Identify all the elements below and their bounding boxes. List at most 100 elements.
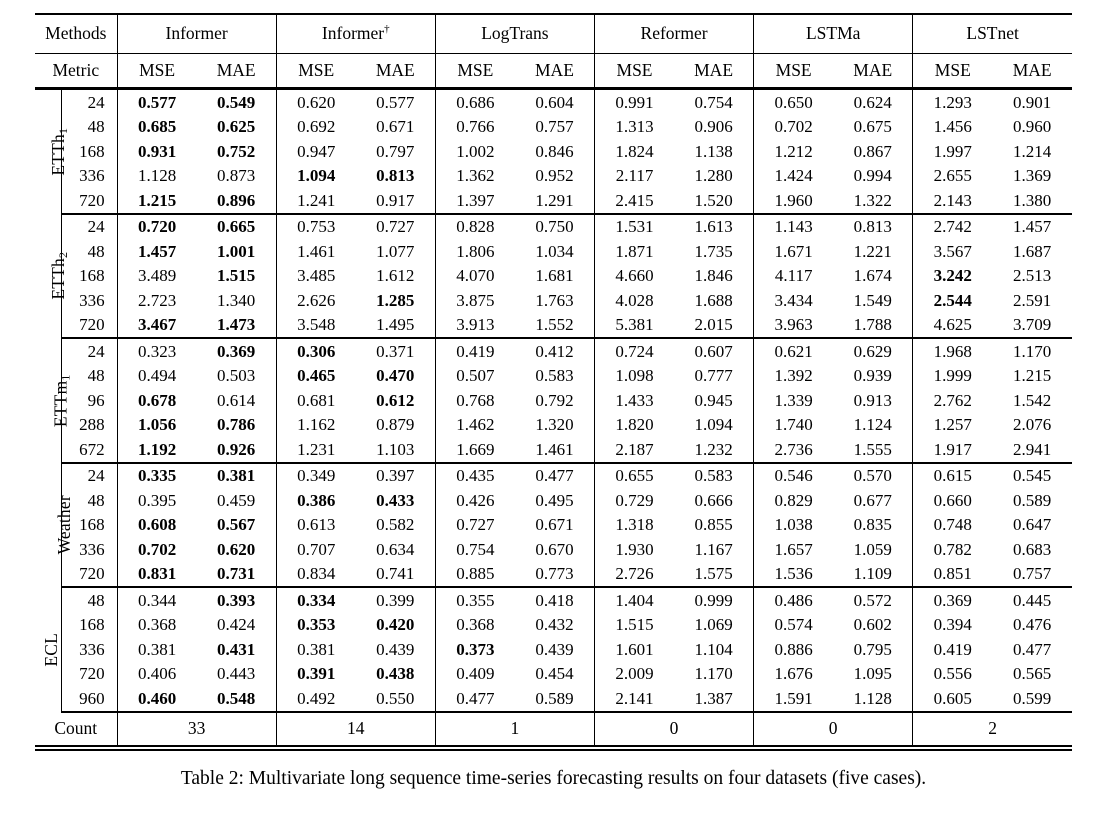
value-cell: 4.117	[753, 263, 834, 288]
value-cell: 1.575	[674, 561, 754, 588]
value-cell: 0.445	[1013, 590, 1052, 610]
method-header-informer-dagger: Informer†	[275, 14, 436, 54]
horizon-cell: 168	[60, 512, 118, 537]
value-cell: 0.549	[217, 92, 256, 112]
value-cell: 0.355	[434, 587, 515, 613]
value-cell: 0.486	[753, 587, 834, 613]
value-cell: 0.381	[116, 637, 197, 662]
count-value-logtrans: 1	[434, 711, 595, 751]
dataset-label-ettm1: ETTm1	[35, 338, 73, 463]
dataset-group-weather: Weather 24 0.335 0.381 0.349 0.397 0.435 0.477 0…	[35, 462, 1072, 588]
value-cell: 0.917	[355, 188, 436, 215]
value-cell: 2.742	[912, 213, 993, 239]
dataset-label-text: ETTh1	[48, 127, 71, 176]
value-cell: 0.443	[217, 664, 256, 684]
value-cell: 2.655	[912, 163, 993, 188]
horizon-cell: 336	[60, 163, 118, 188]
value-cell: 0.334	[275, 587, 356, 613]
horizon-cell: 48	[60, 587, 118, 613]
table-row: Weather 24 0.335 0.381 0.349 0.397 0.435 0.477 0…	[35, 462, 1072, 554]
value-cell: 1.322	[833, 188, 913, 215]
value-cell: 0.724	[593, 338, 675, 364]
method-header-lstnet: LSTnet	[912, 14, 1072, 54]
value-cell: 0.495	[535, 490, 574, 510]
value-cell: 1.098	[593, 363, 675, 388]
value-cell: 1.124	[853, 415, 892, 435]
value-cell: 1.968	[912, 338, 993, 364]
value-cell: 3.963	[753, 312, 834, 339]
value-cell: 0.960	[1013, 117, 1052, 137]
value-cell: 1.462	[434, 412, 515, 437]
value-cell: 0.727	[376, 217, 415, 237]
table-row: 96 0.678 0.614 0.681 0.612 0.768 0.792 1.433 0.9…	[35, 388, 1072, 413]
value-cell: 0.426	[434, 488, 515, 513]
value-cell: 0.720	[116, 213, 197, 239]
value-cell: 0.439	[376, 639, 415, 659]
value-cell: 0.397	[376, 466, 415, 486]
value-cell: 0.589	[514, 686, 595, 713]
value-cell: 1.293	[912, 88, 993, 115]
value-cell: 0.353	[275, 612, 356, 637]
value-cell: 1.520	[674, 188, 754, 215]
value-cell: 4.070	[434, 263, 515, 288]
value-cell: 1.681	[535, 266, 574, 286]
horizon-cell: 48	[60, 239, 118, 264]
value-cell: 0.349	[275, 462, 356, 488]
value-cell: 1.820	[593, 412, 675, 437]
value-cell: 0.786	[217, 415, 256, 435]
count-value-lstnet: 2	[912, 711, 1072, 751]
value-cell: 0.752	[217, 141, 256, 161]
value-cell: 0.459	[217, 490, 256, 510]
method-header-informer: Informer	[116, 14, 277, 54]
table-row: 168 3.489 1.515 3.485 1.612 4.070 1.681 4.660 1.…	[35, 263, 1072, 288]
value-cell: 1.034	[535, 241, 574, 261]
table-row: 720 3.467 1.473 3.548 1.495 3.913 1.552 5.381 2.…	[35, 312, 1072, 339]
dataset-group-ettm1: ETTm1 24 0.323 0.369 0.306 0.371 0.419 0.412 0.7…	[35, 338, 1072, 464]
value-cell: 0.947	[275, 139, 356, 164]
value-cell: 0.368	[116, 612, 197, 637]
value-cell: 0.873	[217, 166, 256, 186]
metric-header-mae-5: MAE	[992, 53, 1072, 90]
value-cell: 1.002	[434, 139, 515, 164]
methods-header-row: Methods Informer Informer† LogTrans Reforme…	[35, 14, 1072, 54]
value-cell: 2.015	[674, 312, 754, 339]
value-cell: 1.369	[1013, 166, 1052, 186]
table-caption: Table 2: Multivariate long sequence time…	[180, 768, 927, 789]
value-cell: 0.368	[434, 612, 515, 637]
value-cell: 1.515	[217, 266, 256, 286]
value-cell: 0.879	[376, 415, 415, 435]
value-cell: 0.792	[535, 390, 574, 410]
value-cell: 0.782	[912, 537, 993, 562]
value-cell: 1.542	[1013, 390, 1052, 410]
table-row: 720 0.831 0.731 0.834 0.741 0.885 0.773 2.726 1.…	[35, 561, 1072, 588]
horizon-cell: 336	[60, 288, 118, 313]
value-cell: 0.757	[992, 561, 1072, 588]
value-cell: 0.624	[853, 92, 892, 112]
horizon-cell: 720	[60, 188, 118, 215]
value-cell: 0.777	[694, 366, 733, 386]
value-cell: 1.109	[833, 561, 913, 588]
value-cell: 1.143	[753, 213, 834, 239]
value-cell: 0.797	[376, 141, 415, 161]
value-cell: 4.625	[912, 312, 993, 339]
table-row: ETTh2 24 0.720 0.665 0.753 0.727 0.828 0.750 1.5…	[35, 213, 1072, 300]
count-value-lstma: 0	[753, 711, 913, 751]
value-cell: 0.386	[275, 488, 356, 513]
value-cell: 0.835	[853, 515, 892, 535]
metric-header-mse-1: MSE	[275, 53, 356, 90]
value-cell: 1.687	[1013, 241, 1052, 261]
value-cell: 0.432	[535, 615, 574, 635]
value-cell: 0.574	[753, 612, 834, 637]
table-row: 720 1.215 0.896 1.241 0.917 1.397 1.291 2.415 1.…	[35, 188, 1072, 215]
value-cell: 1.077	[376, 241, 415, 261]
value-cell: 2.736	[753, 437, 834, 464]
value-cell: 0.381	[275, 637, 356, 662]
dataset-label-etth2: ETTh2	[35, 214, 70, 339]
value-cell: 0.545	[1013, 466, 1052, 486]
value-cell: 0.945	[694, 390, 733, 410]
value-cell: 1.613	[694, 217, 733, 237]
value-cell: 1.735	[694, 241, 733, 261]
value-cell: 1.056	[116, 412, 197, 437]
value-cell: 1.170	[1013, 341, 1052, 361]
